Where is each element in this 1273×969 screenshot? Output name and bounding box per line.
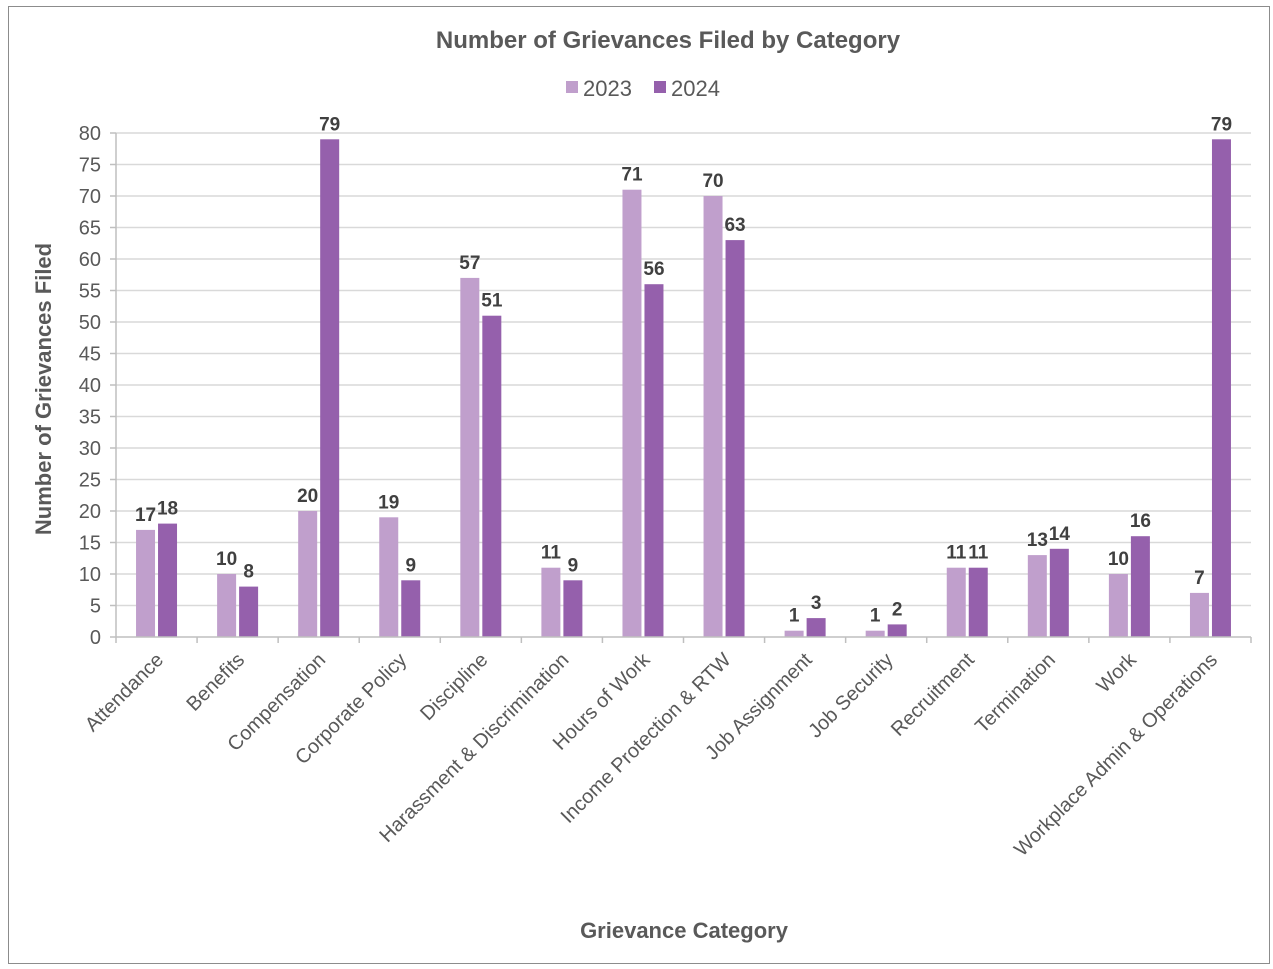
data-label-2023-attendance: 17 [135,505,156,526]
data-label-2024-termination: 14 [1049,524,1071,545]
bar-2023-discipline [460,277,480,637]
gridlines [116,132,1251,607]
data-label-2024-attendance: 18 [157,499,178,520]
y-axis-title: Number of Grievances Filed [31,243,56,535]
x-tick-label-discipline: Discipline [416,649,492,725]
data-label-2024-benefits: 8 [243,562,254,583]
bar-2023-recruitment [946,567,966,637]
x-tick-label-attendance: Attendance [81,649,168,736]
bar-2023-benefits [217,574,237,637]
data-label-2023-job-security: 1 [870,606,881,627]
y-tick-label: 65 [79,218,101,240]
bar-2024-corporate-policy [401,580,421,637]
bar-2023-job-security [865,630,885,637]
y-tick-label: 70 [79,186,101,208]
data-label-2024-harassment-and-discrimination: 9 [568,555,579,576]
data-label-2023-workplace-admin-and-operations: 7 [1194,568,1205,589]
legend-swatch-2023 [566,81,578,93]
bar-2023-workplace-admin-and-operations [1189,592,1209,637]
y-tick-label: 80 [79,123,101,145]
bar-2024-job-assignment [806,618,826,637]
data-label-2024-corporate-policy: 9 [405,555,416,576]
legend-label-2024: 2024 [671,76,720,101]
x-tick-label-termination: Termination [971,649,1060,738]
bar-2023-compensation [298,511,318,637]
x-axis-ticks: Attendance BenefitsCompensationCorporate … [81,637,1252,861]
bar-2023-income-protection-and-rtw [703,196,723,637]
data-label-2023-job-assignment: 1 [789,606,800,627]
x-tick-label-income-protection-and-rtw: Income Protection & RTW [557,649,736,828]
x-tick-label-recruitment: Recruitment [887,649,979,741]
data-label-2023-harassment-and-discrimination: 11 [541,543,562,564]
bar-2023-harassment-and-discrimination [541,567,561,637]
data-label-2024-work: 16 [1130,511,1151,532]
data-label-2024-discipline: 51 [481,291,503,312]
legend-swatch-2024 [654,81,666,93]
x-tick-label-job-security: Job Security [804,649,897,742]
y-tick-label: 55 [79,281,101,303]
y-tick-label: 10 [79,564,101,586]
y-tick-label: 35 [79,407,101,429]
data-label-2024-job-assignment: 3 [811,593,822,614]
bar-2024-job-security [887,624,907,637]
bar-2023-hours-of-work [622,189,642,637]
legend: 2023 2024 [566,76,720,101]
bar-2023-termination [1027,555,1047,637]
legend-label-2023: 2023 [583,76,632,101]
bar-2024-recruitment [968,567,988,637]
bar-2024-discipline [482,315,502,637]
y-tick-label: 50 [79,312,101,334]
y-tick-label: 75 [79,155,101,177]
y-tick-label: 60 [79,249,101,271]
bar-2024-income-protection-and-rtw [725,240,745,637]
y-tick-label: 5 [90,596,101,618]
y-tick-label: 0 [90,627,101,649]
bar-2023-work [1108,574,1128,637]
data-label-2023-termination: 13 [1027,530,1048,551]
y-axis-ticks: 0 5 10 15 20 25 30 35 40 45 50 55 60 65 70 75 80 [79,123,116,649]
bar-2023-attendance [136,529,156,637]
data-label-2024-job-security: 2 [892,599,903,620]
data-label-2024-compensation: 79 [319,114,340,135]
bar-2024-compensation [320,139,340,638]
x-tick-label-benefits: Benefits [182,649,249,716]
data-label-2023-discipline: 57 [459,253,480,274]
data-label-2023-work: 10 [1108,549,1129,570]
bar-2024-workplace-admin-and-operations [1211,139,1231,638]
data-label-2024-income-protection-and-rtw: 63 [724,215,745,236]
bar-2024-termination [1049,548,1069,637]
data-label-2023-corporate-policy: 19 [378,492,399,513]
bar-2024-work [1130,536,1150,637]
data-label-2024-workplace-admin-and-operations: 79 [1211,114,1232,135]
bar-2023-corporate-policy [379,517,399,637]
y-tick-label: 30 [79,438,101,460]
y-tick-label: 15 [79,533,101,555]
data-label-2023-hours-of-work: 71 [621,165,643,186]
chart-title: Number of Grievances Filed by Category [436,27,901,54]
y-tick-label: 45 [79,344,101,366]
x-axis-title: Grievance Category [580,918,789,943]
bars [136,139,1231,638]
bar-2023-job-assignment [784,630,804,637]
y-tick-label: 40 [79,375,101,397]
bar-2024-benefits [239,586,259,637]
bar-2024-attendance [158,523,178,637]
data-label-2023-compensation: 20 [297,486,318,507]
data-label-2024-hours-of-work: 56 [643,259,664,280]
bar-2024-hours-of-work [644,284,664,637]
bar-2024-harassment-and-discrimination [563,580,583,637]
y-tick-label: 20 [79,501,101,523]
y-tick-label: 25 [79,470,101,492]
data-label-2023-recruitment: 11 [946,543,967,564]
data-label-2024-recruitment: 11 [968,543,989,564]
x-tick-label-work: Work [1093,648,1142,697]
data-label-2023-benefits: 10 [216,549,237,570]
data-label-2023-income-protection-and-rtw: 70 [702,171,723,192]
